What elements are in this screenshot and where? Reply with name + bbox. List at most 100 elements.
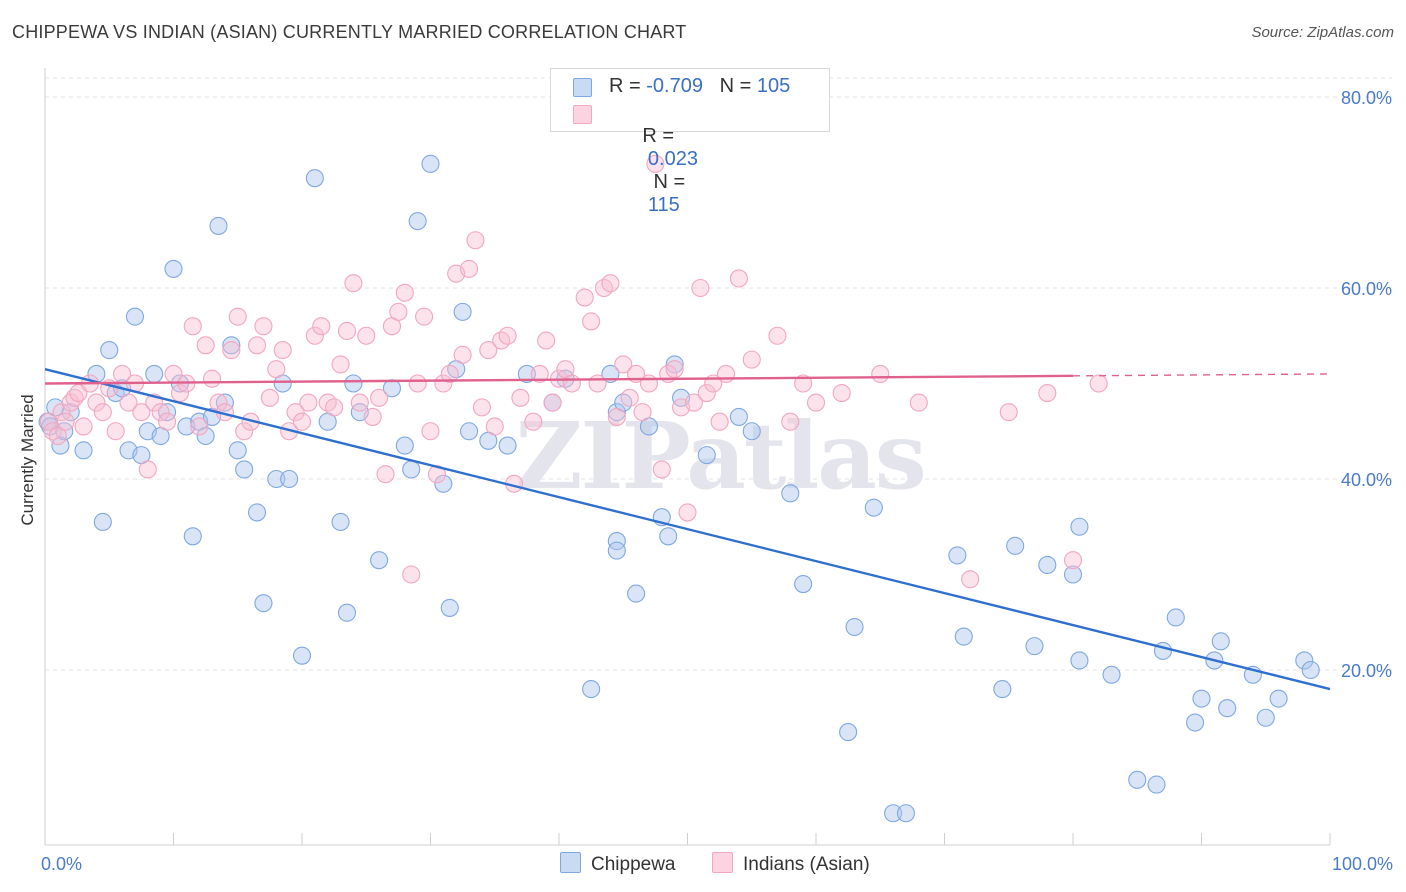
indians-asian-point — [440, 364, 459, 384]
legend-r-label: R = — [642, 125, 675, 147]
indians-asian-point — [415, 307, 434, 326]
indians-asian-point — [260, 388, 279, 407]
chippewa-point — [1070, 517, 1089, 536]
chippewa-point — [1301, 660, 1320, 680]
indians-asian-point — [209, 393, 228, 412]
chippewa-point — [884, 804, 903, 823]
indians-asian-point — [678, 503, 697, 522]
chippewa-point — [1186, 713, 1205, 732]
indians-asian-trend-line-dashed — [1072, 373, 1331, 377]
y-tick-label: 40.0% — [1341, 470, 1392, 490]
indians-asian-point — [235, 422, 254, 441]
chippewa-point — [896, 804, 916, 823]
chart-title: CHIPPEWA VS INDIAN (ASIAN) CURRENTLY MAR… — [12, 22, 687, 42]
chippewa-point — [1166, 608, 1185, 627]
indians-asian-points — [39, 154, 1108, 589]
indians-asian-point — [395, 283, 414, 302]
correlation-legend: R = -0.709 N = 105 R = 0.023 N = 115 — [550, 68, 830, 216]
chippewa-point — [1269, 689, 1288, 708]
chippewa-point — [331, 512, 350, 532]
indians-asian-point — [389, 302, 408, 321]
indians-asian-point — [601, 274, 620, 293]
chippewa-point — [254, 594, 273, 613]
bottom-legend-chippewa: Chippewa — [560, 852, 676, 876]
chippewa-point — [370, 551, 389, 570]
indians-asian-point — [52, 403, 71, 422]
chippewa-point — [402, 460, 421, 479]
indians-asian-point — [292, 412, 312, 431]
indians-asian-point — [633, 403, 652, 422]
indians-asian-point — [331, 355, 350, 374]
indians-asian-point — [453, 345, 472, 364]
axes — [44, 68, 1331, 846]
chippewa-point — [517, 364, 536, 384]
indians-asian-point — [357, 326, 376, 345]
chippewa-point — [1063, 565, 1083, 584]
chippewa-point — [267, 469, 286, 489]
chippewa-point — [222, 336, 241, 355]
indians-asian-point — [871, 364, 890, 384]
bottom-legend-label-chippewa: Chippewa — [591, 854, 676, 875]
chippewa-point — [498, 436, 517, 455]
chippewa-point — [839, 723, 858, 742]
chippewa-point — [100, 341, 119, 360]
indians-asian-point — [607, 407, 626, 426]
source-label: Source: ZipAtlas.com — [1251, 24, 1394, 41]
indians-asian-point — [93, 403, 112, 422]
chippewa-point — [1218, 699, 1237, 718]
indians-asian-point — [665, 360, 684, 379]
indians-asian-point — [582, 312, 601, 331]
chippewa-point — [434, 474, 453, 493]
chippewa-point — [665, 355, 684, 374]
indians-asian-point — [119, 393, 138, 412]
indians-asian-point — [832, 383, 851, 403]
chippewa-point — [453, 302, 472, 321]
indians-asian-point — [56, 412, 75, 431]
indians-asian-point — [183, 317, 202, 336]
chippewa-point — [1295, 651, 1314, 670]
chippewa-point — [280, 469, 299, 489]
indians-asian-point — [1063, 551, 1083, 570]
indians-asian-point — [511, 388, 530, 407]
indians-asian-point — [363, 407, 382, 426]
y-tick-label: 60.0% — [1341, 279, 1392, 299]
bottom-legend-swatch-chippewa — [560, 852, 581, 873]
legend-r-label: R = — [609, 75, 641, 97]
chippewa-point — [459, 422, 479, 441]
chippewa-point — [183, 527, 202, 546]
chippewa-point — [337, 603, 357, 622]
chippewa-point — [582, 680, 601, 699]
indians-asian-point — [498, 326, 517, 345]
chippewa-point — [196, 426, 215, 446]
tick-labels: 20.0% 40.0% 60.0% 80.0% 0.0% 100.0% — [41, 88, 1393, 874]
indians-asian-point — [247, 336, 267, 355]
chippewa-point — [125, 307, 144, 326]
indians-asian-point — [479, 341, 498, 360]
bottom-legend-swatch-indians-asian — [712, 852, 733, 873]
indians-asian-point — [652, 460, 671, 479]
chippewa-point — [93, 512, 112, 532]
chippewa-point — [607, 541, 626, 560]
chippewa-point — [1006, 536, 1025, 555]
indians-asian-point — [273, 341, 292, 360]
indians-asian-point — [961, 570, 980, 589]
chippewa-point — [235, 460, 254, 479]
chippewa-point — [145, 364, 164, 384]
indians-asian-point — [203, 369, 222, 388]
indians-asian-point — [909, 393, 928, 412]
legend-n-value: 105 — [756, 75, 791, 97]
chippewa-point — [228, 441, 247, 460]
indians-asian-point — [691, 278, 710, 298]
indians-asian-point — [370, 388, 389, 407]
chippewa-point — [158, 403, 177, 422]
chippewa-point — [607, 403, 626, 422]
indians-asian-point — [781, 412, 800, 431]
y-axis-label: Currently Married — [18, 394, 37, 525]
indians-asian-point — [530, 364, 549, 384]
chippewa-point — [1025, 637, 1044, 656]
indians-asian-point — [620, 388, 639, 407]
indians-asian-point — [639, 374, 659, 393]
indians-asian-point — [588, 374, 607, 393]
indians-asian-point — [524, 412, 543, 431]
